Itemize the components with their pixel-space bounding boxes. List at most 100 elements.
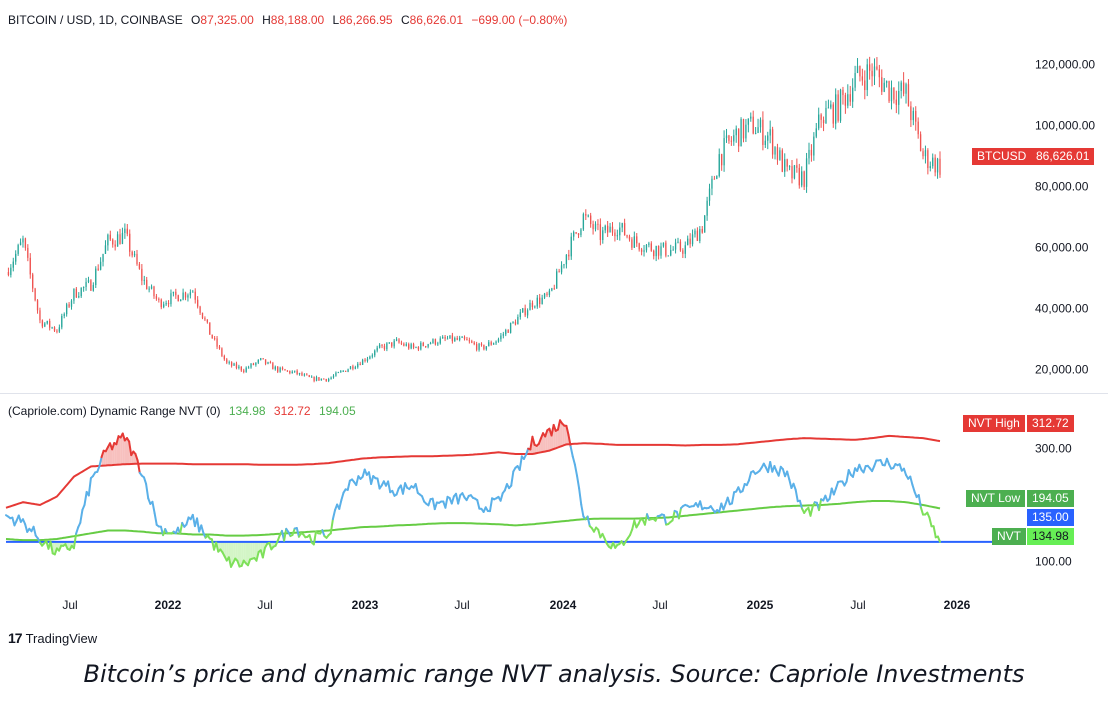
price-candle [468, 340, 471, 342]
nvt-line-segment [936, 535, 941, 543]
price-candle [160, 299, 162, 308]
price-candle [80, 287, 82, 297]
time-axis: Jul 2022 Jul 2023 Jul 2024 Jul 2025 Jul 2026 [62, 598, 970, 612]
price-candle [337, 372, 340, 374]
price-candle [820, 114, 822, 120]
tradingview-logo[interactable]: 17 TradingView [8, 630, 98, 646]
price-candle [395, 339, 398, 341]
price-candle [606, 225, 609, 233]
price-candle [255, 362, 257, 365]
price-candle [449, 335, 451, 339]
price-candle [774, 147, 776, 155]
price-candle [708, 188, 711, 201]
nvt-line-segment [215, 541, 220, 553]
price-candle [519, 312, 521, 318]
price-candle [490, 342, 492, 345]
price-candle [192, 291, 194, 293]
price-candle [141, 268, 143, 281]
price-candle [902, 82, 905, 94]
nvt-line-segment [246, 558, 252, 567]
price-candle [437, 343, 439, 345]
nvt-high-line [5, 434, 941, 509]
price-candle [706, 200, 708, 216]
price-candle [374, 350, 376, 356]
price-candle [735, 128, 737, 136]
nvt-high-fill [560, 420, 563, 447]
nvt-line-segment [909, 475, 914, 486]
nvt-low-fill [243, 541, 246, 564]
price-candle [17, 245, 19, 254]
price-candle [446, 338, 449, 340]
price-candle [924, 150, 927, 157]
price-candle [704, 215, 706, 233]
price-candle [522, 308, 524, 313]
pane-separator[interactable] [0, 393, 1108, 394]
price-axis-tick-label: 100,000.00 [1035, 118, 1095, 132]
price-candle [429, 343, 432, 345]
nvt-line-segment [236, 559, 241, 568]
price-candle [810, 149, 813, 156]
price-candle [728, 135, 730, 141]
price-candle [771, 129, 774, 155]
nvt-line-segment [261, 546, 266, 559]
price-candle [444, 337, 446, 339]
nvt-line-segment [544, 429, 549, 438]
price-candle [199, 306, 201, 313]
symbol-label[interactable]: BITCOIN / USD, 1D, COINBASE [8, 13, 183, 27]
time-axis-tick-label: 2022 [155, 598, 182, 612]
price-candle [250, 363, 252, 368]
price-candle [68, 304, 70, 307]
nvt-high-fill [547, 428, 550, 452]
indicator-name[interactable]: (Capriole.com) Dynamic Range NVT (0) [8, 404, 221, 418]
nvt-line-segment [142, 476, 148, 485]
nvt-line-segment [818, 498, 823, 512]
price-candle [335, 372, 337, 376]
price-candle [49, 320, 51, 328]
price-candle [366, 358, 369, 361]
price-candle [36, 300, 39, 311]
price-candle [420, 342, 422, 350]
price-candle [788, 166, 791, 168]
price-candle [611, 226, 614, 233]
nvt-low-fill [254, 541, 257, 561]
price-candle [454, 338, 456, 342]
nvt-line-segment [862, 465, 867, 474]
price-candle [737, 128, 740, 147]
nvt-line-segment [329, 518, 334, 535]
price-candle [762, 119, 764, 145]
price-candle [784, 159, 786, 172]
price-candle [638, 243, 640, 250]
price-candle [63, 314, 65, 316]
price-candle [560, 265, 563, 273]
price-candle [475, 344, 478, 350]
price-candle [330, 377, 332, 380]
price-candle [871, 70, 873, 77]
price-candle [148, 288, 150, 290]
nvt-line-segment [792, 482, 797, 491]
price-candle [694, 230, 696, 235]
price-candle [577, 233, 580, 236]
baseline-value: 135.00 [1027, 509, 1074, 526]
indicator-value-2: 312.72 [273, 404, 311, 418]
price-candle [364, 359, 366, 361]
nvt-axis-tick-label: 100.00 [1035, 555, 1072, 569]
nvt-line-segment [794, 488, 799, 503]
nvt-line-segment [179, 521, 184, 535]
nvt-line-segment [873, 459, 878, 468]
nvt-line-segment [98, 456, 103, 468]
nvt-line-segment [476, 499, 481, 510]
price-candle [837, 94, 839, 121]
price-candle [592, 224, 594, 230]
nvt-line-segment [531, 435, 536, 446]
price-candle [798, 167, 800, 186]
price-candle [830, 104, 832, 108]
price-candle [15, 253, 17, 262]
price-candle [713, 178, 716, 180]
price-candle [672, 249, 674, 251]
price-candle [238, 366, 240, 369]
nvt-line-segment [227, 556, 233, 568]
price-candle [247, 367, 250, 369]
price-candle [451, 335, 454, 342]
price-candle [53, 327, 56, 331]
